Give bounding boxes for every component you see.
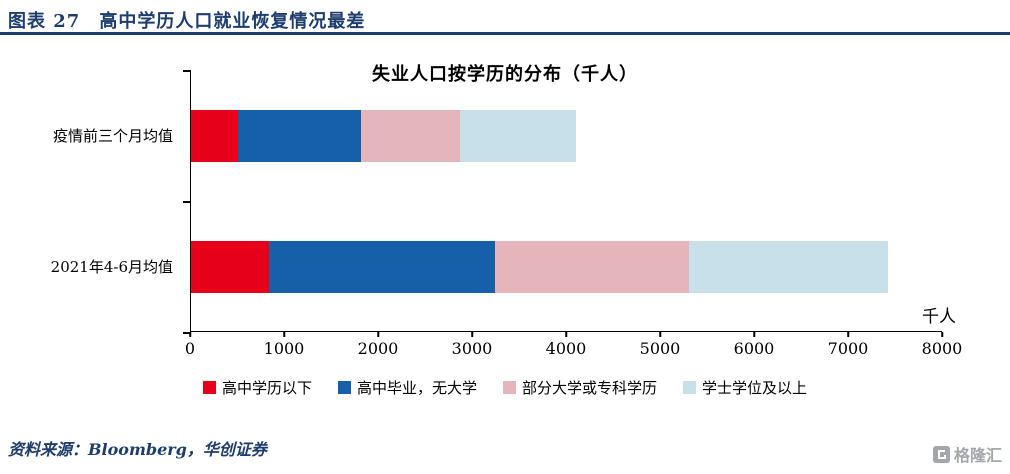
x-axis-tick <box>565 332 567 337</box>
y-axis-tick <box>183 201 191 203</box>
legend-swatch <box>503 381 516 394</box>
x-axis-tick-label: 6000 <box>733 339 775 358</box>
legend-item: 学士学位及以上 <box>683 377 807 398</box>
x-axis-tick-label: 3000 <box>451 339 493 358</box>
x-axis-tick <box>189 332 191 337</box>
bar-segment <box>268 240 496 293</box>
x-axis-tick-label: 7000 <box>827 339 869 358</box>
stacked-bar-row <box>191 109 942 162</box>
legend-label: 学士学位及以上 <box>702 379 808 397</box>
legend-swatch <box>683 381 697 394</box>
y-axis-labels: 疫情前三个月均值 2021年4-6月均值 <box>0 70 181 332</box>
x-axis-tick-label: 2000 <box>357 339 399 358</box>
gelonghui-logo: 格隆汇 <box>932 442 1002 466</box>
bar-segment <box>237 109 361 162</box>
x-axis-tick-label: 0 <box>184 339 196 358</box>
figure-title: 图表 27 高中学历人口就业恢复情况最差 <box>8 11 366 32</box>
gelonghui-logo-text: 格隆汇 <box>953 446 1002 465</box>
x-axis-tick-label: 8000 <box>921 339 963 358</box>
y-axis-tick <box>183 70 191 72</box>
x-axis-tick <box>753 332 755 337</box>
legend-label: 高中学历以下 <box>221 379 312 397</box>
header-divider <box>0 32 1010 35</box>
legend-label: 部分大学或专科学历 <box>522 379 658 397</box>
legend-item: 高中学历以下 <box>202 377 312 398</box>
category-label: 疫情前三个月均值 <box>52 127 173 145</box>
chart-title: 失业人口按学历的分布（千人） <box>372 64 638 85</box>
x-axis-tick-label: 5000 <box>639 339 681 358</box>
legend-item: 部分大学或专科学历 <box>503 377 657 398</box>
category-label: 2021年4-6月均值 <box>50 258 173 276</box>
x-axis: 0 1000 2000 3000 4000 5000 6000 7000 8000 <box>185 332 962 362</box>
x-axis-tick <box>941 332 943 337</box>
x-axis-tick-label: 1000 <box>263 339 305 358</box>
stacked-bar-row <box>191 240 942 293</box>
y-axis-tick <box>183 332 191 334</box>
x-axis-tick <box>377 332 379 337</box>
bar-segment <box>191 240 269 293</box>
bar-segment <box>360 109 461 162</box>
bar-segment <box>495 240 689 293</box>
bar-segment <box>191 109 238 162</box>
legend-swatch <box>337 381 351 394</box>
x-axis-tick <box>659 332 661 337</box>
x-axis-tick <box>847 332 849 337</box>
legend-item: 高中毕业，无大学 <box>337 377 477 398</box>
x-axis-tick <box>283 332 285 337</box>
source-note: 资料来源：Bloomberg，华创证券 <box>8 440 267 459</box>
gelonghui-logo-icon <box>932 445 950 463</box>
bar-segment <box>688 240 888 293</box>
chart-legend: 高中学历以下 高中毕业，无大学 部分大学或专科学历 学士学位及以上 <box>0 377 1010 398</box>
legend-label: 高中毕业，无大学 <box>356 379 477 397</box>
x-axis-tick-label: 4000 <box>545 339 587 358</box>
x-axis-unit-label: 千人 <box>922 307 956 327</box>
plot-area <box>183 70 942 334</box>
bar-segment <box>460 109 576 162</box>
x-axis-tick <box>471 332 473 337</box>
legend-swatch <box>202 381 216 394</box>
